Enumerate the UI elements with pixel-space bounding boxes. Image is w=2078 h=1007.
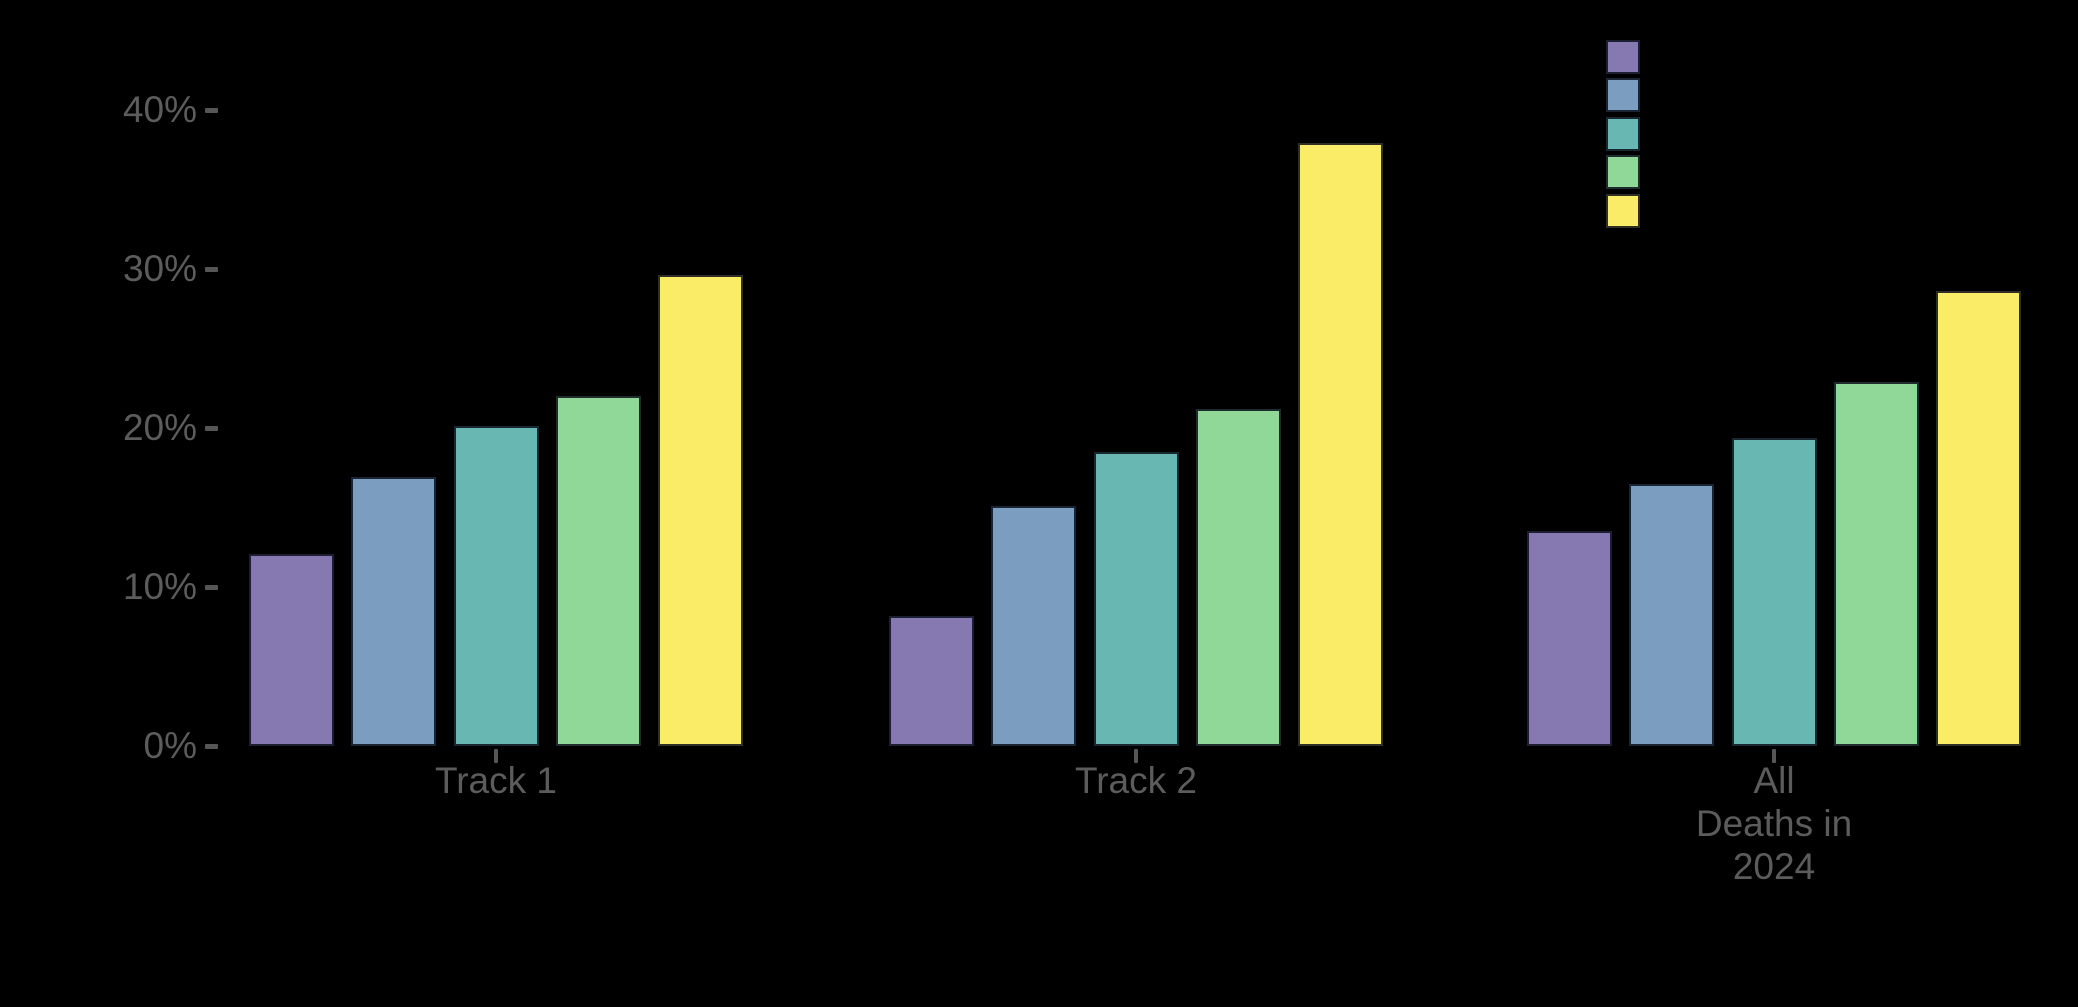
x-axis-tick-mark xyxy=(494,749,498,763)
bar xyxy=(888,615,974,746)
bar xyxy=(453,426,539,746)
x-axis-category-label: Track 2 xyxy=(916,759,1356,802)
y-axis-tick-label: 20% xyxy=(122,407,197,448)
x-axis-category-label-line: All xyxy=(1753,760,1795,801)
bar xyxy=(248,553,334,746)
bar xyxy=(991,505,1077,746)
y-axis-tick-mark xyxy=(205,584,218,590)
x-axis-category-label-line: Track 2 xyxy=(1075,760,1197,801)
y-axis-tick-mark xyxy=(205,107,218,113)
bar xyxy=(1833,381,1919,746)
y-axis-tick-label: 40% xyxy=(122,89,197,130)
legend-swatch xyxy=(1606,78,1640,113)
legend-swatch xyxy=(1606,40,1640,74)
x-axis-tick-mark xyxy=(1134,749,1138,763)
bar xyxy=(1093,451,1179,746)
x-axis-category-label: Track 1 xyxy=(276,759,716,802)
x-axis-category-label-line: Track 1 xyxy=(435,760,557,801)
bar xyxy=(1195,408,1281,746)
bar xyxy=(1526,531,1612,746)
y-axis-tick-mark xyxy=(205,743,218,749)
x-axis-category-label: All Deaths in 2024 xyxy=(1554,759,1994,888)
bar xyxy=(658,275,744,746)
x-axis-category-label-line: Deaths in xyxy=(1695,803,1853,844)
y-axis-tick-label: 0% xyxy=(143,725,197,766)
legend-swatch xyxy=(1606,116,1640,151)
y-axis-tick-label: 30% xyxy=(122,248,197,289)
legend-swatch xyxy=(1606,155,1640,190)
bar xyxy=(1298,143,1384,746)
y-axis-tick-mark xyxy=(205,425,218,431)
bar xyxy=(555,396,641,746)
y-axis-tick-mark xyxy=(205,266,218,272)
bar xyxy=(1936,291,2022,746)
bar xyxy=(1731,437,1817,746)
y-axis-tick-label: 10% xyxy=(122,566,197,607)
x-axis-category-label-line: 2024 xyxy=(1732,846,1816,887)
bar xyxy=(1629,483,1715,746)
x-axis-tick-mark xyxy=(1772,749,1776,763)
legend-swatch xyxy=(1606,193,1640,228)
bar xyxy=(351,477,437,746)
